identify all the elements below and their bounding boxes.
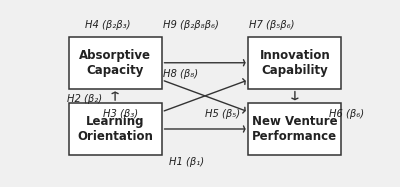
Text: H6 (β₆): H6 (β₆): [329, 109, 364, 119]
Bar: [248, 103, 341, 155]
Bar: [248, 37, 341, 89]
Bar: [69, 37, 162, 89]
Text: Absorptive
Capacity: Absorptive Capacity: [79, 49, 151, 77]
Text: H5 (β₅): H5 (β₅): [205, 109, 240, 119]
Text: H9 (β₂β₈β₆): H9 (β₂β₈β₆): [163, 20, 219, 30]
Bar: [69, 103, 162, 155]
Text: H8 (β₈): H8 (β₈): [163, 69, 198, 79]
Text: H3 (β₃): H3 (β₃): [103, 109, 138, 119]
Text: Innovation
Capability: Innovation Capability: [260, 49, 330, 77]
Text: H7 (β₅β₆): H7 (β₅β₆): [249, 20, 294, 30]
Text: H1 (β₁): H1 (β₁): [169, 157, 204, 167]
Text: H4 (β₂β₃): H4 (β₂β₃): [85, 20, 130, 30]
Text: Learning
Orientation: Learning Orientation: [77, 115, 153, 143]
Text: New Venture
Performance: New Venture Performance: [252, 115, 338, 143]
Text: H2 (β₂): H2 (β₂): [67, 94, 102, 104]
